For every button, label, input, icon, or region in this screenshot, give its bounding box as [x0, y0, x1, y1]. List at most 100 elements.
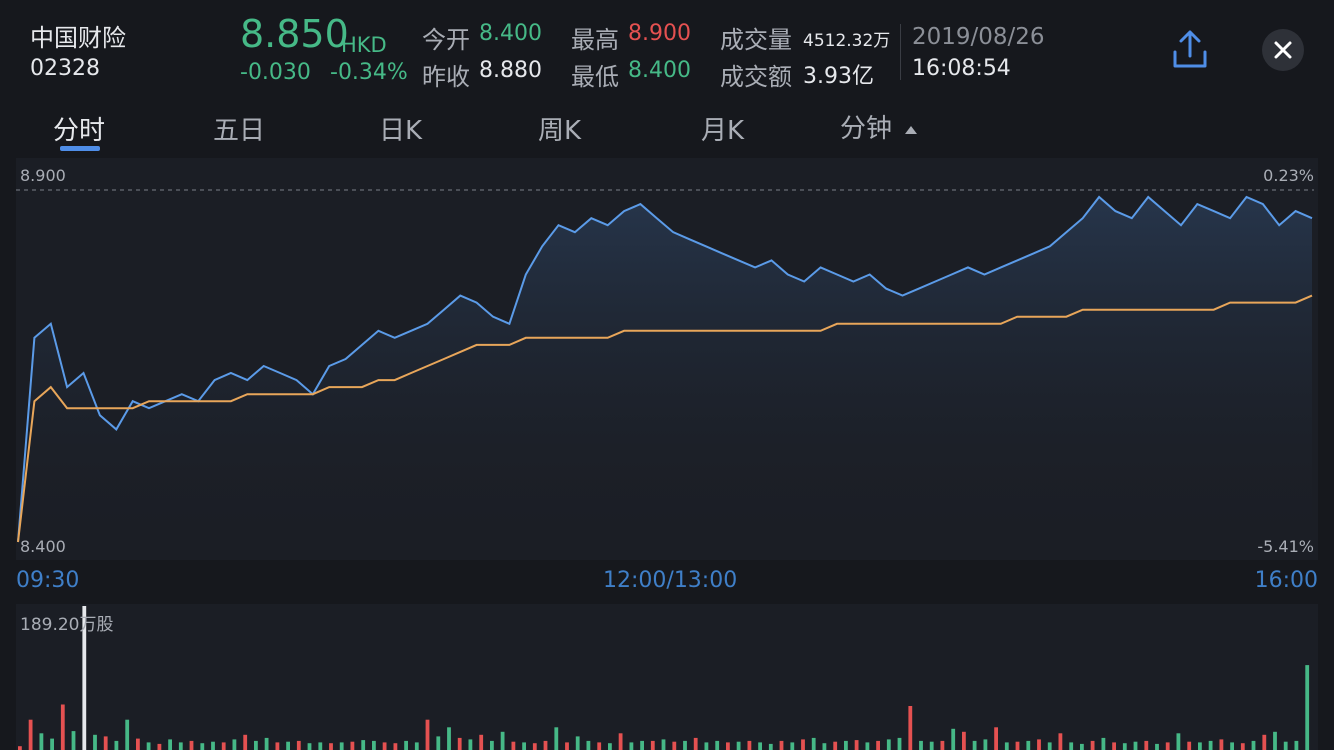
volume-bar — [18, 746, 22, 750]
turnover-value: 3.93亿 — [803, 64, 874, 89]
volume-bar — [1069, 742, 1074, 750]
volume-bar — [1112, 742, 1116, 750]
volume-bar — [908, 706, 913, 750]
volume-bar — [318, 742, 323, 750]
tab-intraday[interactable]: 分时 — [53, 116, 106, 146]
volume-bar — [758, 742, 762, 750]
volume-bar — [243, 734, 248, 750]
volume-bar — [447, 727, 451, 750]
volume-bar — [60, 704, 65, 750]
volume-bar — [951, 728, 956, 750]
volume-bar — [39, 733, 44, 750]
quote-date: 2019/08/26 — [912, 24, 1045, 50]
volume-bar — [532, 743, 537, 750]
volume-bar — [468, 739, 473, 750]
quote-time: 16:08:54 — [912, 56, 1011, 81]
volume-bar — [500, 731, 505, 750]
volume-bar — [1262, 734, 1267, 750]
volume-bar — [264, 737, 269, 750]
header-divider — [900, 24, 901, 80]
volume-bar — [339, 742, 344, 750]
volume-bar — [232, 739, 237, 750]
volume-bar — [919, 740, 923, 750]
volume-bar — [962, 731, 966, 750]
volume-bar — [1133, 741, 1138, 750]
price-line — [17, 195, 1313, 543]
share-icon[interactable] — [1170, 28, 1210, 70]
volume-label: 成交量 — [720, 26, 792, 54]
volume-bar — [844, 740, 848, 750]
volume-bar — [511, 741, 516, 750]
volume-bar — [286, 741, 290, 750]
volume-bar — [221, 742, 226, 750]
volume-bar — [1004, 742, 1009, 750]
volume-bar — [597, 742, 602, 750]
price-chart — [16, 189, 1314, 543]
volume-bar — [726, 742, 730, 750]
volume-bar — [683, 740, 687, 750]
volume-bar — [1058, 733, 1063, 750]
volume-bar — [1090, 740, 1095, 750]
volume-bar — [1187, 741, 1192, 750]
volume-bar — [1251, 740, 1256, 750]
current-price: 8.850 — [240, 12, 349, 56]
volume-bar — [854, 740, 859, 750]
volume-bar — [404, 740, 408, 750]
volume-bar — [479, 734, 484, 750]
tab-daily-k[interactable]: 日K — [379, 116, 423, 146]
tab-monthly-k[interactable]: 月K — [701, 116, 745, 146]
x-label-close: 16:00 — [1254, 568, 1318, 593]
volume-bar — [586, 740, 591, 750]
volume-bar — [575, 736, 580, 750]
close-button[interactable] — [1262, 29, 1304, 71]
volume-bar — [275, 742, 280, 750]
volume-bar — [1283, 741, 1288, 750]
volume-bar — [1176, 733, 1181, 750]
volume-bar — [1198, 742, 1202, 750]
volume-chart — [18, 606, 1310, 750]
volume-bar — [1015, 741, 1020, 750]
volume-bar — [983, 739, 988, 750]
volume-bar — [329, 743, 333, 750]
volume-bar — [972, 740, 977, 750]
volume-bar — [393, 743, 398, 750]
volume-bar — [886, 739, 891, 750]
volume-bar — [361, 740, 366, 750]
price-area-fill — [18, 197, 1312, 542]
dropdown-triangle-icon[interactable] — [904, 124, 918, 136]
stock-name: 中国财险 — [30, 24, 126, 52]
volume-bar — [1122, 743, 1127, 750]
y-max-pct-label: 0.23% — [1263, 166, 1314, 185]
volume-bar — [640, 740, 644, 750]
volume-bar — [715, 740, 720, 750]
volume-bar — [372, 740, 376, 750]
tab-minute[interactable]: 分钟 — [840, 114, 893, 144]
volume-bar — [672, 741, 677, 750]
volume-bar — [650, 740, 655, 750]
volume-bar — [543, 740, 548, 750]
stock-code: 02328 — [30, 56, 100, 81]
volume-bar — [1208, 740, 1213, 750]
volume-bar — [82, 606, 87, 750]
prev-close-value: 8.880 — [479, 58, 542, 83]
volume-bar — [1230, 742, 1234, 750]
volume-bar — [554, 727, 559, 750]
volume-bar — [1219, 739, 1224, 750]
volume-bar — [157, 743, 162, 750]
volume-bar — [1294, 740, 1299, 750]
high-label: 最高 — [571, 26, 619, 54]
volume-bar — [93, 734, 97, 750]
volume-bar — [1026, 740, 1031, 750]
volume-bar — [50, 738, 54, 750]
tab-weekly-k[interactable]: 周K — [538, 116, 582, 146]
volume-bar — [929, 741, 934, 750]
price-change-pct: -0.34% — [330, 60, 408, 85]
tab-five-day[interactable]: 五日 — [213, 116, 266, 146]
volume-bar — [114, 740, 119, 750]
volume-bar — [425, 719, 430, 750]
open-value: 8.400 — [479, 21, 542, 46]
volume-bar — [876, 740, 880, 750]
volume-bar — [146, 742, 151, 750]
volume-bar — [136, 738, 140, 750]
y-min-label: 8.400 — [20, 537, 66, 556]
